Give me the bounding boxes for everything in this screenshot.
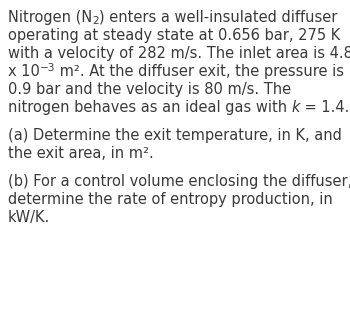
Text: kW/K.: kW/K. <box>8 210 50 225</box>
Text: m². At the diffuser exit, the pressure is: m². At the diffuser exit, the pressure i… <box>55 64 344 79</box>
Text: (b) For a control volume enclosing the diffuser,: (b) For a control volume enclosing the d… <box>8 174 350 189</box>
Text: Nitrogen (N: Nitrogen (N <box>8 10 92 25</box>
Text: determine the rate of entropy production, in: determine the rate of entropy production… <box>8 192 333 207</box>
Text: (a) Determine the exit temperature, in K, and: (a) Determine the exit temperature, in K… <box>8 128 342 143</box>
Text: x 10: x 10 <box>8 64 40 79</box>
Text: 2: 2 <box>92 16 99 26</box>
Text: the exit area, in m².: the exit area, in m². <box>8 146 154 161</box>
Text: nitrogen behaves as an ideal gas with: nitrogen behaves as an ideal gas with <box>8 100 292 115</box>
Text: operating at steady state at 0.656 bar, 275 K: operating at steady state at 0.656 bar, … <box>8 28 340 43</box>
Text: 0.9 bar and the velocity is 80 m/s. The: 0.9 bar and the velocity is 80 m/s. The <box>8 82 291 97</box>
Text: = 1.4.: = 1.4. <box>300 100 350 115</box>
Text: with a velocity of 282 m/s. The inlet area is 4.8: with a velocity of 282 m/s. The inlet ar… <box>8 46 350 61</box>
Text: ) enters a well-insulated diffuser: ) enters a well-insulated diffuser <box>99 10 337 25</box>
Text: −3: −3 <box>40 63 55 73</box>
Text: k: k <box>292 100 300 115</box>
